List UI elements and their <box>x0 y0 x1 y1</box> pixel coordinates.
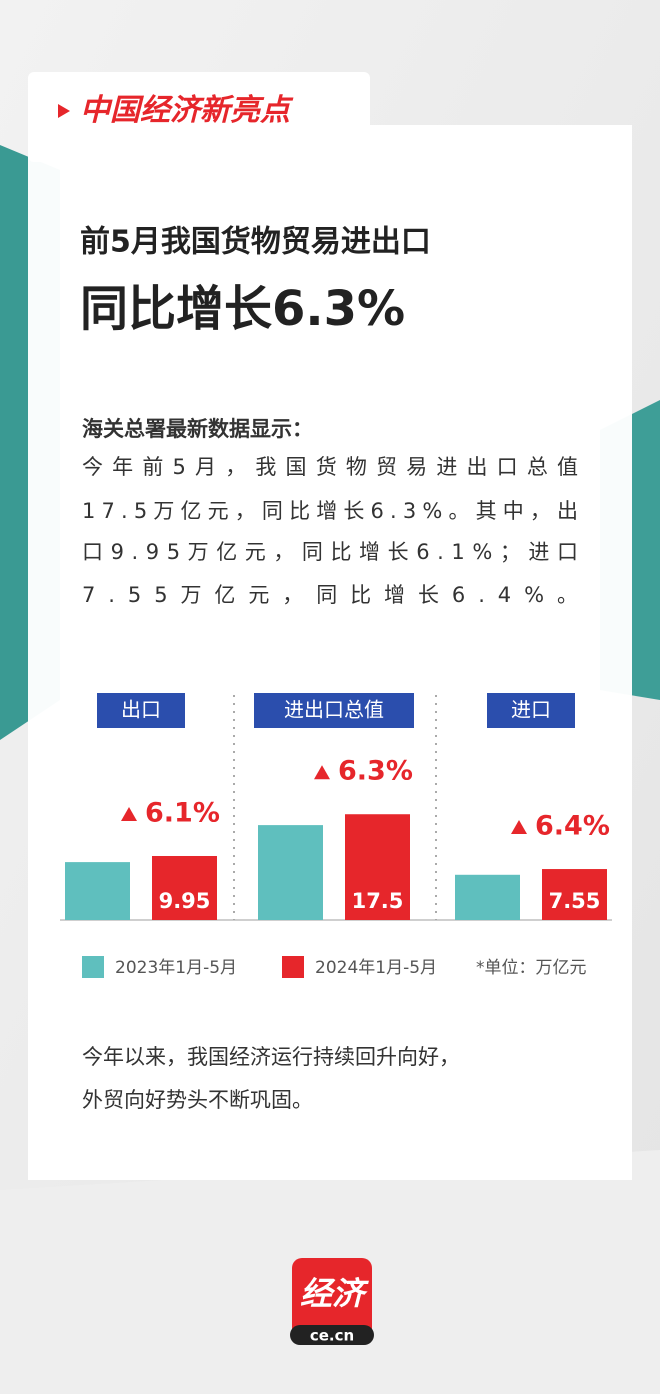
legend-swatch <box>282 956 304 978</box>
title: 前5月我国货物贸易进出口 <box>80 225 431 260</box>
logo-bar <box>290 1325 374 1345</box>
brand-arrow <box>58 104 70 118</box>
growth-label: 6.4% <box>535 811 610 842</box>
legend-label: 2023年1月-5月 <box>115 958 237 978</box>
category-box <box>97 693 185 728</box>
value-label: 7.55 <box>549 889 601 913</box>
logo-text: 经济 <box>300 1275 369 1313</box>
paragraph: 口9.95万亿元，同比增长6.1%；进口 <box>82 540 578 564</box>
category-box <box>254 693 414 728</box>
growth-label: 6.3% <box>338 756 413 787</box>
paragraph: 今年前5月，我国货物贸易进出口总值 <box>82 455 578 479</box>
value-label: 9.95 <box>159 889 211 913</box>
paragraph: 17.5万亿元，同比增长6.3%。其中，出 <box>82 499 578 523</box>
bar <box>258 825 323 920</box>
bar <box>65 862 130 920</box>
closing: 今年以来，我国经济运行持续回升向好， <box>82 1045 460 1069</box>
growth-arrow <box>121 806 137 821</box>
bar <box>345 814 410 920</box>
unit-note: *单位：万亿元 <box>476 958 587 978</box>
closing: 外贸向好势头不断巩固。 <box>82 1088 313 1112</box>
value-label: 17.5 <box>352 889 404 913</box>
category-label: 出口 <box>121 698 161 722</box>
bar <box>152 855 217 920</box>
legend-swatch <box>82 956 104 978</box>
card <box>28 125 632 1180</box>
brand: 中国经济新亮点 <box>80 93 294 128</box>
logo-box <box>292 1258 372 1344</box>
category-label: 进出口总值 <box>284 698 384 722</box>
bar <box>455 874 520 920</box>
growth-label: 6.1% <box>145 797 220 828</box>
legend-label: 2024年1月-5月 <box>315 958 437 978</box>
bar <box>542 869 607 920</box>
growth-arrow <box>511 820 527 835</box>
growth-arrow <box>314 765 330 780</box>
title: 同比增长6.3% <box>80 281 405 337</box>
category-label: 进口 <box>511 698 551 722</box>
paragraph: 7.55万亿元，同比增长6.4%。 <box>82 583 578 607</box>
lead: 海关总署最新数据显示： <box>82 417 313 441</box>
logo-domain: ce.cn <box>310 1327 354 1345</box>
category-box <box>487 693 575 728</box>
